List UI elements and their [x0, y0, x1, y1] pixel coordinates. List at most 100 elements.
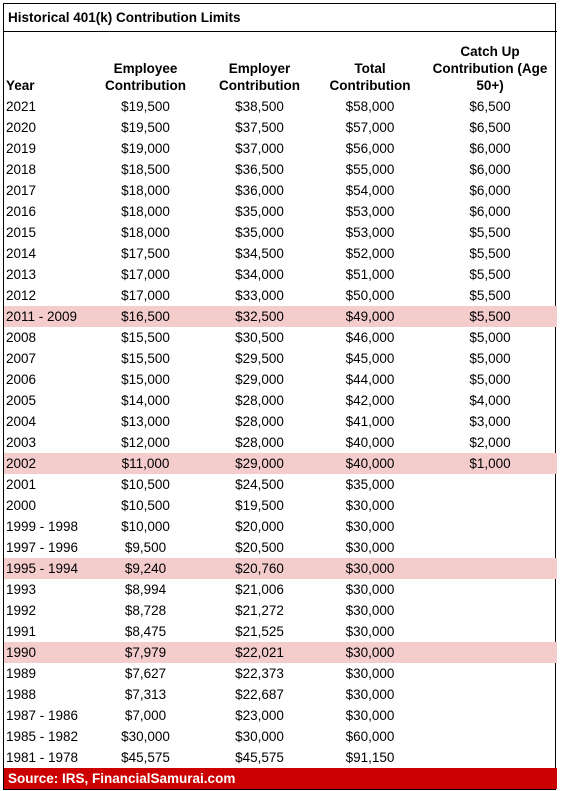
employee-cell: $8,475 [124, 624, 167, 639]
catchup-cell: $5,500 [423, 306, 558, 327]
employee-cell: $7,979 [89, 642, 202, 663]
employee-cell: $7,000 [124, 708, 167, 723]
total-cell: $41,000 [345, 414, 395, 429]
employee-cell: $10,500 [121, 498, 170, 513]
year-cell: 2011 - 2009 [4, 306, 89, 327]
table-row: 2015 $18,000 $35,000 $53,000 $5,500 [4, 222, 557, 243]
table-row: 2008 $15,500 $30,500 $46,000 $5,000 [4, 327, 557, 348]
contribution-limits-table: Historical 401(k) Contribution Limits Ye… [3, 3, 558, 790]
total-cell: $42,000 [345, 393, 395, 408]
year-cell: 2004 [6, 414, 37, 429]
table-row: 1999 - 1998 $10,000 $20,000 $30,000 [4, 516, 557, 537]
employee-cell: $13,000 [121, 414, 170, 429]
total-cell: $30,000 [345, 666, 395, 681]
year-cell: 2003 [6, 435, 37, 450]
employee-cell: $15,500 [121, 351, 170, 366]
total-cell: $35,000 [345, 477, 395, 492]
year-cell: 2016 [6, 204, 37, 219]
year-cell: 2019 [6, 141, 37, 156]
employee-cell: $18,000 [121, 225, 170, 240]
table-row: 2001 $10,500 $24,500 $35,000 [4, 474, 557, 495]
catchup-cell [423, 747, 557, 768]
employee-cell: $17,000 [121, 267, 170, 282]
table-row: 1989 $7,627 $22,373 $30,000 [4, 663, 557, 684]
data-table: Historical 401(k) Contribution Limits Ye… [4, 4, 558, 789]
employee-cell: $18,000 [121, 204, 170, 219]
title-row: Historical 401(k) Contribution Limits [4, 4, 558, 32]
employer-cell: $36,000 [235, 183, 284, 198]
total-cell: $44,000 [345, 372, 395, 387]
catchup-cell: $5,000 [469, 351, 511, 366]
catchup-cell [423, 621, 557, 642]
header-employee-contribution: Employee Contribution [105, 61, 186, 93]
year-cell: 2012 [6, 288, 37, 303]
employee-cell: $7,627 [124, 666, 167, 681]
catchup-cell: $4,000 [469, 393, 511, 408]
total-cell: $53,000 [345, 225, 395, 240]
employer-cell: $33,000 [235, 288, 284, 303]
total-cell: $30,000 [345, 540, 395, 555]
table-row: 2019 $19,000 $37,000 $56,000 $6,000 [4, 138, 557, 159]
employer-cell: $30,500 [235, 330, 284, 345]
total-cell: $30,000 [345, 498, 395, 513]
employer-cell: $22,373 [235, 666, 284, 681]
year-cell: 1989 [6, 666, 37, 681]
year-cell: 2018 [6, 162, 37, 177]
year-cell: 2015 [6, 225, 37, 240]
employer-cell: $28,000 [235, 414, 284, 429]
employee-cell: $14,000 [121, 393, 170, 408]
table-row: 1992 $8,728 $21,272 $30,000 [4, 600, 557, 621]
year-cell: 1991 [6, 624, 37, 639]
employer-cell: $19,500 [235, 498, 284, 513]
table-row: 1985 - 1982 $30,000 $30,000 $60,000 [4, 726, 557, 747]
catchup-cell [423, 516, 557, 537]
employer-cell: $34,500 [235, 246, 284, 261]
employee-cell: $16,500 [89, 306, 202, 327]
catchup-cell [423, 705, 557, 726]
catchup-cell: $6,000 [469, 162, 511, 177]
employer-cell: $23,000 [235, 708, 284, 723]
catchup-cell: $6,000 [469, 183, 511, 198]
employer-cell: $22,021 [202, 642, 317, 663]
employer-cell: $45,575 [235, 750, 284, 765]
catchup-cell: $5,500 [469, 225, 511, 240]
total-cell: $58,000 [345, 99, 395, 114]
employer-cell: $24,500 [235, 477, 284, 492]
employee-cell: $11,000 [89, 453, 202, 474]
catchup-cell: $2,000 [469, 435, 511, 450]
catchup-cell [423, 600, 557, 621]
employer-cell: $28,000 [235, 435, 284, 450]
year-cell: 1990 [4, 642, 89, 663]
catchup-cell: $6,500 [469, 99, 511, 114]
year-cell: 1985 - 1982 [6, 729, 79, 744]
employer-cell: $21,525 [235, 624, 284, 639]
year-cell: 2007 [6, 351, 37, 366]
employer-cell: $20,000 [235, 519, 284, 534]
employee-cell: $15,500 [121, 330, 170, 345]
catchup-cell [423, 537, 557, 558]
catchup-cell: $5,000 [469, 372, 511, 387]
employer-cell: $20,500 [235, 540, 284, 555]
catchup-cell: $3,000 [469, 414, 511, 429]
total-cell: $30,000 [345, 603, 395, 618]
employee-cell: $8,994 [124, 582, 167, 597]
table-row: 2005 $14,000 $28,000 $42,000 $4,000 [4, 390, 557, 411]
table-row: 2018 $18,500 $36,500 $55,000 $6,000 [4, 159, 557, 180]
catchup-cell [423, 558, 558, 579]
employee-cell: $19,500 [121, 120, 170, 135]
employee-cell: $7,313 [124, 687, 167, 702]
year-cell: 2013 [6, 267, 37, 282]
table-row: 2011 - 2009 $16,500 $32,500 $49,000 $5,500 [4, 306, 558, 327]
year-cell: 1988 [6, 687, 37, 702]
catchup-cell: $5,500 [469, 288, 511, 303]
employer-cell: $34,000 [235, 267, 284, 282]
table-row: 2016 $18,000 $35,000 $53,000 $6,000 [4, 201, 557, 222]
total-cell: $40,000 [317, 453, 423, 474]
catchup-cell [423, 726, 557, 747]
employee-cell: $8,728 [124, 603, 167, 618]
table-row: 2007 $15,500 $29,500 $45,000 $5,000 [4, 348, 557, 369]
year-cell: 2014 [6, 246, 37, 261]
employer-cell: $29,500 [235, 351, 284, 366]
employer-cell: $21,006 [235, 582, 284, 597]
year-cell: 1997 - 1996 [6, 540, 79, 555]
